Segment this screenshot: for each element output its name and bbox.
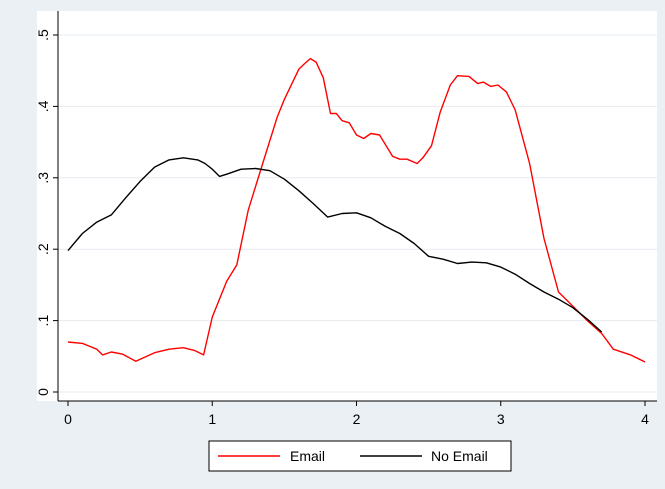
x-axis-ticks: 0 1 2 3 4 (64, 401, 649, 427)
y-axis-ticks: 0 .1 .2 .3 .4 .5 (35, 29, 58, 396)
x-tick-label: 2 (353, 411, 361, 427)
x-tick-label: 1 (208, 411, 216, 427)
legend: Email No Email (208, 440, 512, 472)
y-tick-label: .3 (35, 172, 51, 184)
series-lines (67, 57, 646, 363)
grid-lines (58, 34, 657, 393)
x-tick-label: 3 (497, 411, 505, 427)
plot-area (37, 11, 657, 401)
x-tick-label: 0 (64, 411, 72, 427)
y-tick-label: .2 (35, 243, 51, 255)
x-tick-label: 4 (641, 411, 649, 427)
y-tick-label: 0 (35, 388, 51, 396)
y-tick-label: .5 (35, 29, 51, 41)
legend-label-email: Email (290, 448, 325, 464)
series-line-email (67, 57, 646, 363)
legend-label-no-email: No Email (431, 448, 488, 464)
series-line-no-email (67, 157, 603, 333)
y-tick-label: .4 (35, 100, 51, 112)
y-tick-label: .1 (35, 315, 51, 327)
